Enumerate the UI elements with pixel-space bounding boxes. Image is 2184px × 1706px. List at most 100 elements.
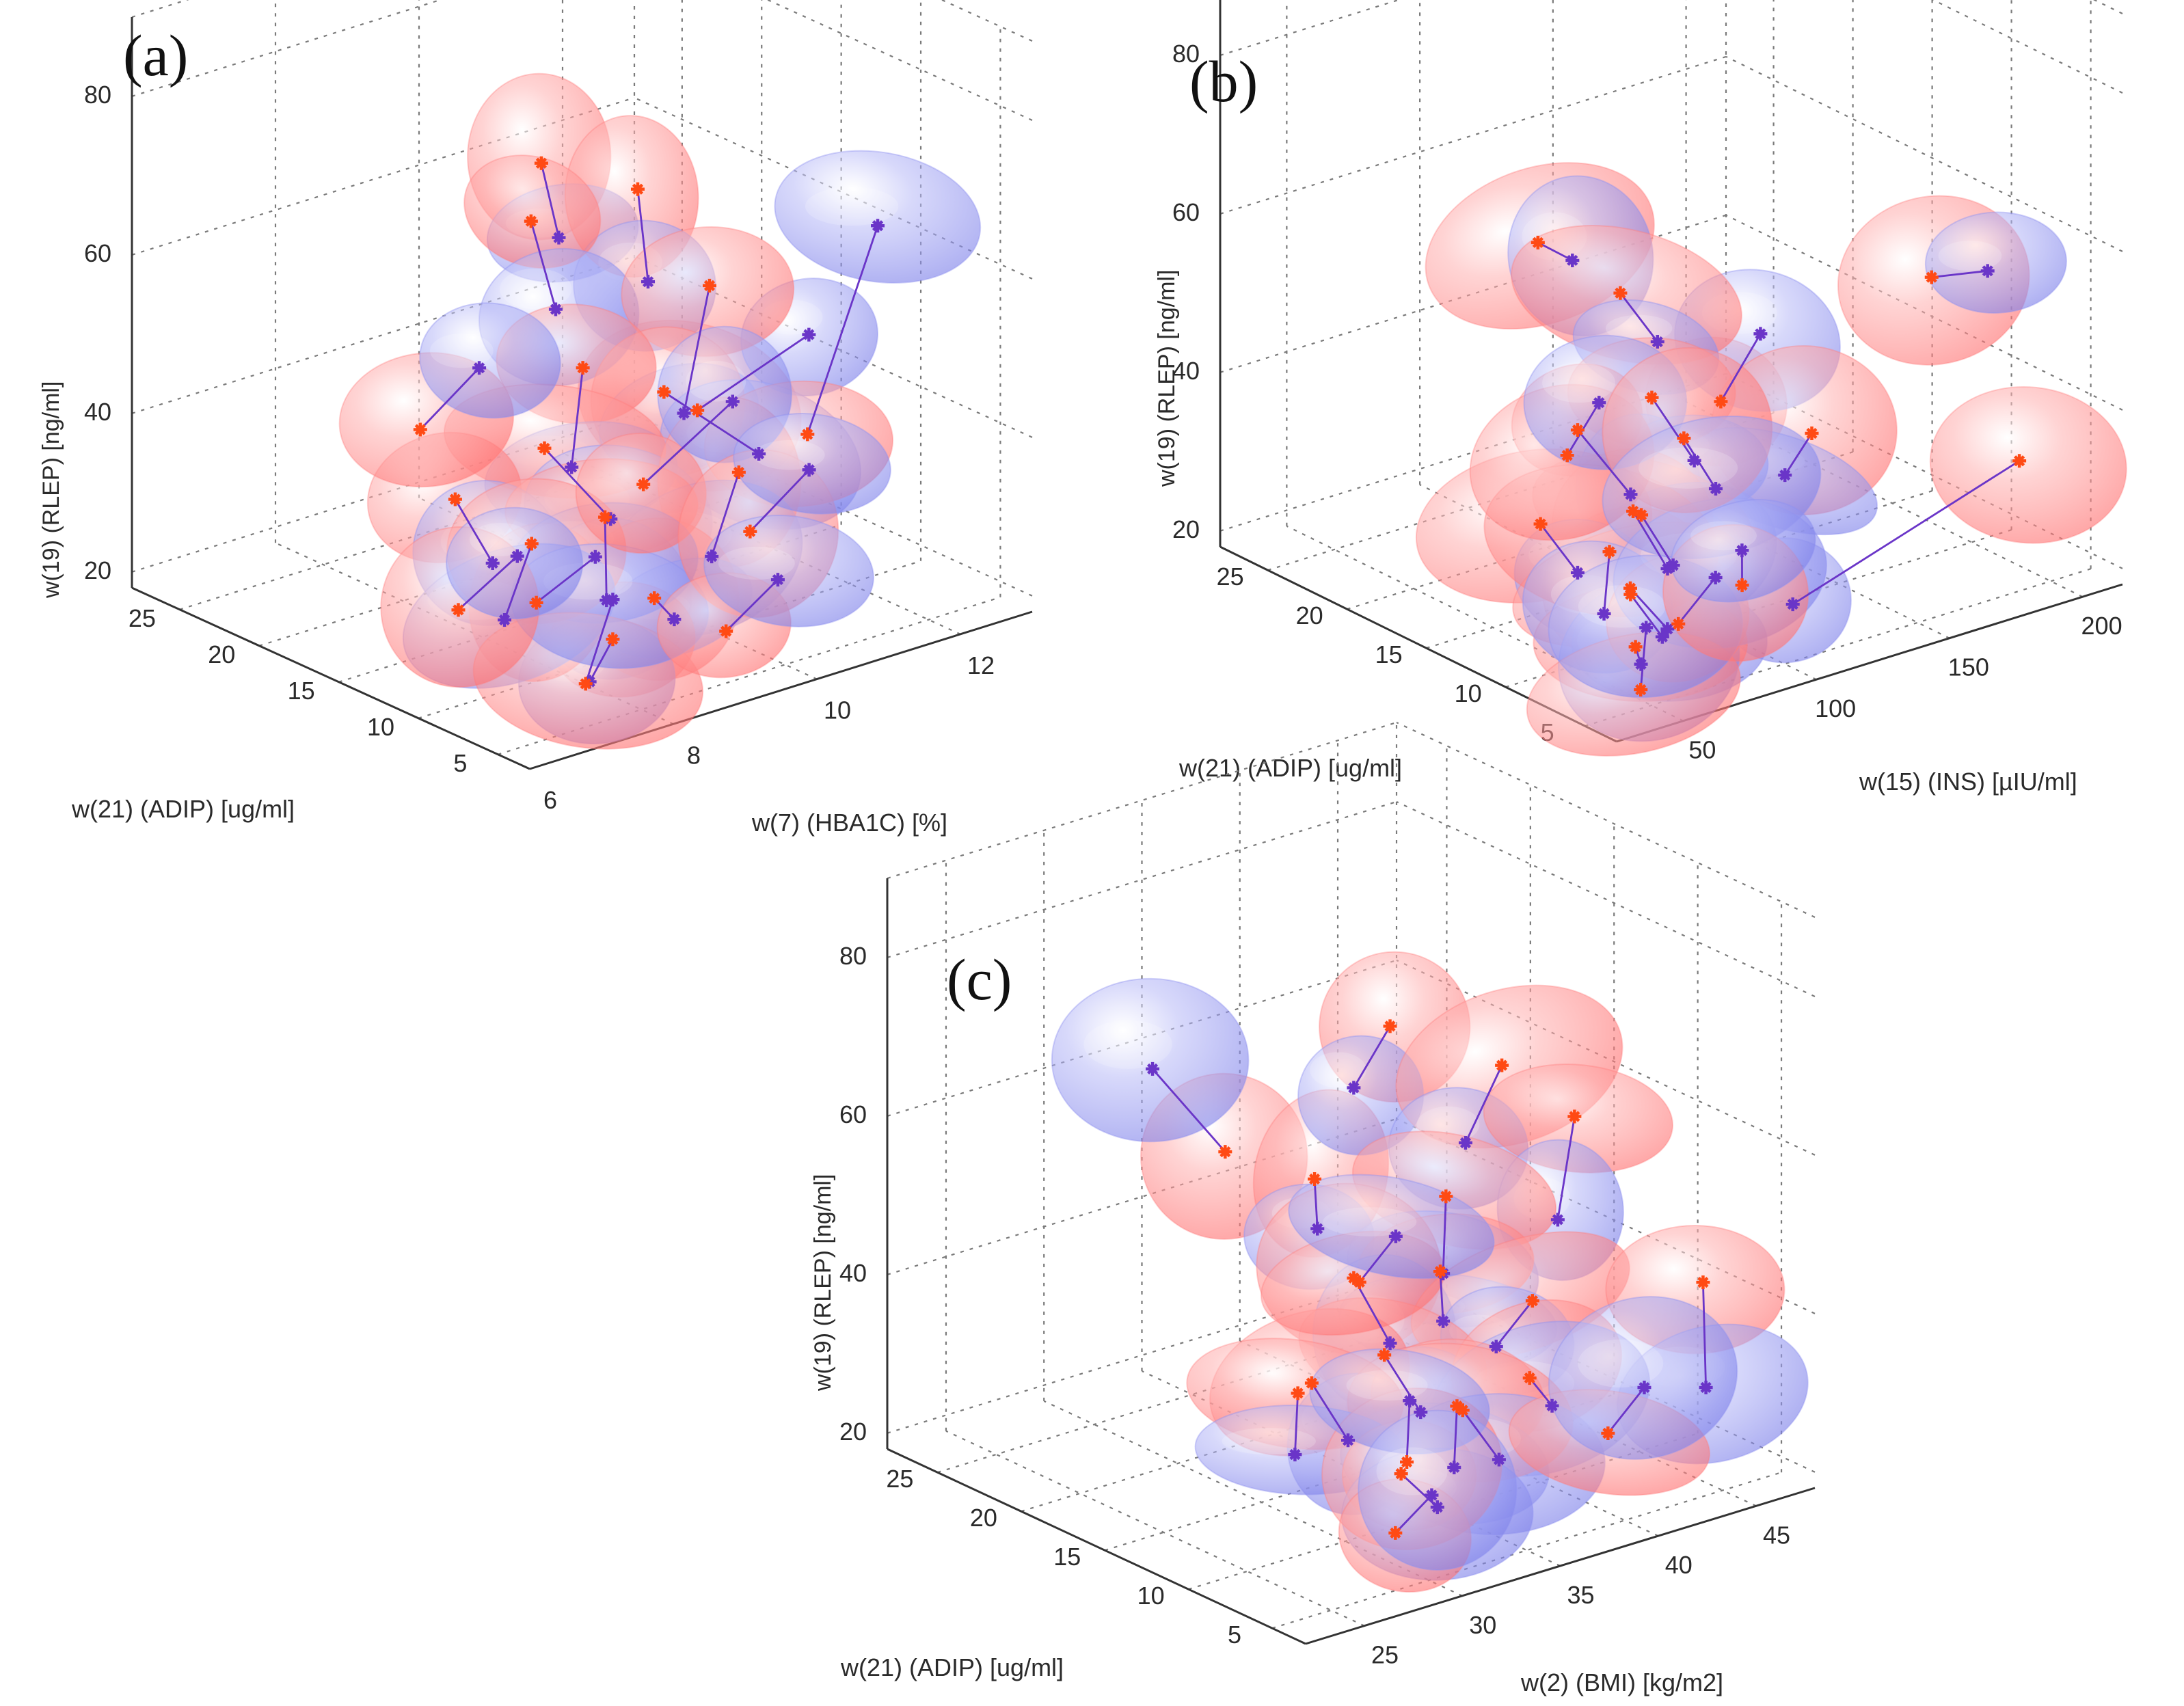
pair-link-0: [1720, 333, 1762, 403]
pair-link-6: [570, 368, 584, 468]
red-marker-4: [702, 278, 716, 293]
x-tick-label-4: 25: [129, 604, 156, 632]
z-tick-label-1: 40: [1172, 357, 1200, 385]
y-tick-label-1: 8: [687, 741, 701, 769]
blue-marker-16: [606, 593, 620, 607]
red-marker-3: [524, 214, 538, 228]
pair-link-12: [1310, 1382, 1349, 1441]
blue-marker-1: [552, 230, 566, 245]
panel-c-letter: (c): [947, 947, 1012, 1012]
pair-link-9: [1640, 514, 1674, 566]
pair-link-18: [1405, 1400, 1411, 1463]
pair-link-2: [1353, 1025, 1391, 1089]
red-marker-9: [1634, 508, 1649, 522]
red-marker-15: [524, 537, 539, 551]
red-marker-1: [534, 156, 548, 170]
z-tick-label-2: 60: [84, 239, 111, 267]
pair-link-6: [1439, 1271, 1444, 1321]
blue-marker-9: [705, 550, 719, 564]
blue-blob-highlight-0: [1083, 1020, 1172, 1069]
panel-b-markers: [1531, 235, 2027, 697]
blue-blob-highlight-16: [1578, 1339, 1664, 1388]
pair-link-1: [1931, 269, 1988, 279]
pair-link-16: [584, 599, 614, 684]
blue-marker-0: [802, 327, 816, 342]
grid-top-edge-2: [1396, 722, 1816, 918]
pair-link-0: [1152, 1068, 1226, 1153]
pair-link-16: [1607, 1387, 1645, 1434]
red-marker-6: [1645, 390, 1659, 405]
pair-link-20: [725, 579, 779, 632]
pair-link-3: [1464, 1065, 1503, 1143]
red-marker-9: [731, 465, 746, 480]
pair-link-16: [1639, 627, 1647, 690]
red-marker-1: [1308, 1172, 1322, 1186]
red-marker-5: [657, 385, 671, 399]
blue-marker-8: [604, 512, 618, 526]
red-marker-11: [598, 510, 612, 524]
panel-c: 5 10 15 20 25 25 30 35 40 45 20 40 60 80 (c) w(21) (A…: [810, 721, 1816, 1696]
pair-link-9: [1702, 1282, 1707, 1387]
grid-top-edge-2: [2092, 0, 2123, 14]
grid-top-edge-1: [887, 721, 1397, 880]
panel-b-xlabel: w(21) (ADIP) [ug/ml]: [1178, 754, 1402, 782]
z-tick-label-1: 40: [84, 398, 111, 426]
pair-link-10: [454, 498, 494, 564]
red-marker-0: [1218, 1145, 1232, 1159]
blue-blob-21: [419, 302, 561, 419]
red-marker-4: [1531, 235, 1545, 249]
red-marker-18: [1400, 1454, 1414, 1469]
blue-marker-10: [1660, 622, 1675, 636]
red-blob-2: [1929, 386, 2127, 544]
blue-marker-7: [871, 219, 885, 233]
pair-link-1: [1313, 1178, 1319, 1229]
panel-c-ticks: 5 10 15 20 25 25 30 35 40 45 20 40 60 80: [839, 942, 1790, 1669]
grid-side-z-2: [887, 959, 1397, 1117]
blue-blob-highlight-3: [499, 268, 572, 310]
blue-blob-highlight-20: [1323, 1207, 1417, 1236]
blue-blob-highlight-19: [470, 522, 531, 556]
panel-a-letter: (a): [123, 23, 188, 88]
red-marker-19: [451, 603, 466, 617]
z-tick-label-3: 80: [839, 942, 867, 970]
blue-marker-15: [1288, 1448, 1302, 1462]
red-marker-19: [1388, 1526, 1403, 1540]
blue-blob-highlight-19: [1690, 521, 1757, 551]
pair-link-17: [643, 401, 733, 485]
red-marker-4: [1567, 1109, 1582, 1124]
pair-link-7: [806, 225, 879, 435]
red-marker-18: [743, 524, 757, 539]
red-marker-14: [1455, 1403, 1470, 1418]
red-marker-9: [1696, 1275, 1710, 1290]
pair-link-5: [1442, 1196, 1447, 1274]
blue-marker-21: [472, 361, 487, 375]
panel-a-zlabel: w(19) (RLEP) [ng/ml]: [38, 381, 64, 599]
grid-side-z-1: [887, 1118, 1397, 1275]
x-tick-label-3: 20: [970, 1504, 997, 1532]
panel-c-links: [1152, 1025, 1707, 1534]
blue-blob-0: [1051, 977, 1250, 1143]
red-marker-17: [1560, 448, 1574, 463]
pair-link-18: [1683, 437, 1717, 489]
panel-b-zlabel: w(19) (RLEP) [ng/ml]: [1154, 270, 1180, 487]
blue-marker-11: [1545, 1398, 1559, 1413]
panel-c-ylabel: w(2) (BMI) [kg/m2]: [1520, 1668, 1723, 1696]
blue-marker-8: [1660, 562, 1675, 576]
blue-blob-highlight-17: [686, 360, 746, 402]
grid-back-z-3: [766, 0, 1033, 121]
panel-a-links: [419, 163, 879, 684]
blue-marker-4: [1565, 253, 1580, 267]
blue-marker-3: [1778, 468, 1792, 483]
red-marker-16: [1634, 683, 1648, 697]
red-marker-16: [578, 677, 593, 691]
x-tick-label-2: 15: [1053, 1543, 1081, 1571]
blue-marker-12: [1655, 629, 1669, 644]
pair-link-6: [1651, 396, 1695, 461]
blue-marker-18: [1403, 1394, 1417, 1408]
red-marker-5: [1613, 286, 1628, 300]
y-tick-label-4: 45: [1763, 1521, 1790, 1549]
pair-link-14: [1603, 552, 1610, 614]
y-tick-label-3: 12: [967, 651, 995, 679]
pair-link-12: [1630, 593, 1664, 638]
grid-floor-x-4: [179, 451, 683, 610]
